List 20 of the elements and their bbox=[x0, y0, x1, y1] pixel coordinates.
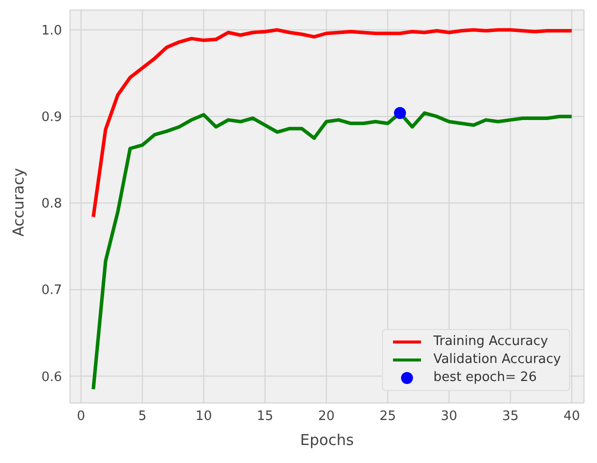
y-tick-label: 1.0 bbox=[41, 24, 62, 39]
x-tick-label: 25 bbox=[379, 409, 396, 424]
y-tick-label: 0.8 bbox=[41, 196, 62, 212]
x-tick-label: 0 bbox=[76, 409, 86, 424]
x-tick-label: 10 bbox=[195, 409, 212, 424]
x-axis-title: Epochs bbox=[300, 431, 354, 449]
legend-label: Training Accuracy bbox=[433, 333, 548, 351]
y-tick-label: 0.6 bbox=[41, 370, 62, 385]
y-tick-label: 0.7 bbox=[41, 283, 62, 298]
x-tick-label: 15 bbox=[256, 409, 274, 424]
x-tick-label: 5 bbox=[138, 409, 147, 424]
x-tick-label: 35 bbox=[502, 409, 519, 424]
y-tick-label: 0.9 bbox=[41, 110, 62, 126]
x-tick-label: 40 bbox=[563, 409, 580, 424]
legend-label: Validation Accuracy bbox=[433, 351, 561, 369]
legend-label: best epoch= 26 bbox=[433, 369, 537, 387]
y-axis-title: Accuracy bbox=[9, 168, 28, 236]
x-tick-label: 30 bbox=[440, 409, 458, 424]
line-series bbox=[92, 28, 574, 219]
x-tick-label: 20 bbox=[318, 409, 335, 424]
